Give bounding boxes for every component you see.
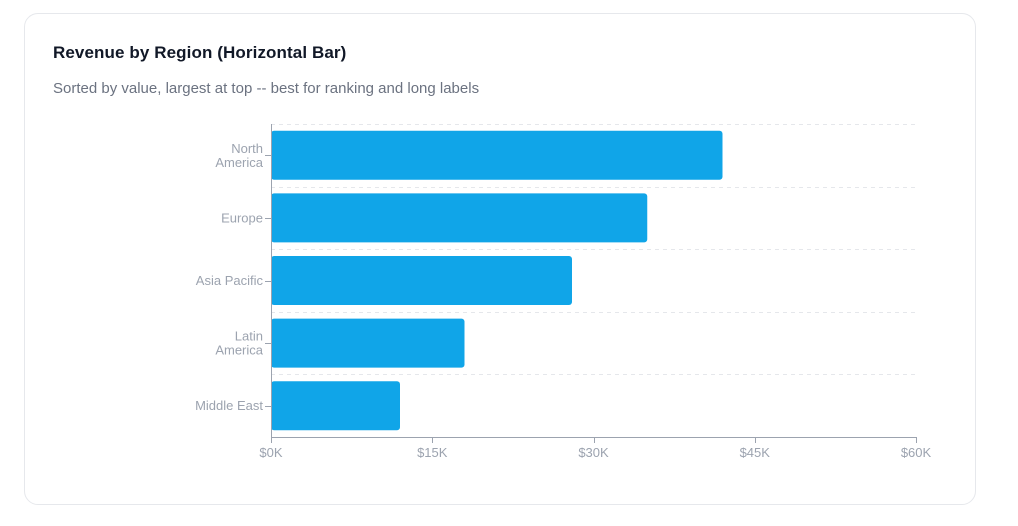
chart-subtitle: Sorted by value, largest at top -- best …	[53, 80, 480, 97]
y-tick-label: North America	[215, 141, 263, 170]
x-tick-label: $30K	[578, 445, 609, 460]
bars	[271, 130, 723, 431]
y-tick-label: Asia Pacific	[196, 273, 264, 288]
x-tick-label: $60K	[901, 445, 932, 460]
chart-title: Revenue by Region (Horizontal Bar)	[53, 43, 347, 62]
bar-latin-america[interactable]	[271, 318, 465, 368]
x-tick-label: $15K	[417, 445, 448, 460]
y-tick-label: Latin America	[215, 329, 263, 358]
y-tick-label: Europe	[221, 210, 263, 225]
bar-middle-east[interactable]	[271, 381, 400, 431]
bar-europe[interactable]	[271, 193, 648, 243]
y-tick-label: Middle East	[195, 398, 263, 413]
axes	[265, 124, 917, 443]
bar-north-america[interactable]	[271, 130, 723, 180]
bar-asia-pacific[interactable]	[271, 256, 572, 305]
x-tick-label: $0K	[259, 445, 282, 460]
tick-labels: $0K $15K $30K $45K $60K North America Europe Asi…	[195, 141, 931, 460]
x-tick-label: $45K	[740, 445, 771, 460]
